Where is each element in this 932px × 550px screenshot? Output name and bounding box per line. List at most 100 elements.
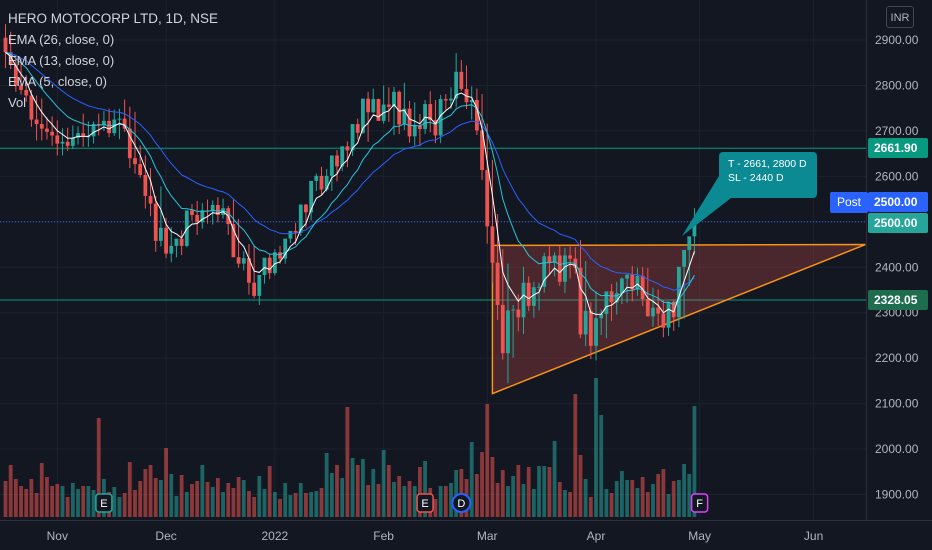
volume-bar xyxy=(324,453,329,517)
candle-body xyxy=(314,175,319,181)
volume-bar xyxy=(19,486,23,517)
legend-ema-5[interactable]: EMA (5, close, 0) xyxy=(8,74,107,89)
price-tick-label: 2900.00 xyxy=(875,33,919,47)
volume-bar xyxy=(143,469,148,517)
candle-body xyxy=(371,99,376,113)
volume-bar xyxy=(319,488,324,517)
volume-bar xyxy=(39,463,44,517)
legend-volume[interactable]: Vol xyxy=(8,95,27,110)
volume-bar xyxy=(423,461,427,517)
candle-body xyxy=(107,120,111,134)
time-tick-label: 2022 xyxy=(262,529,289,543)
volume-bar xyxy=(443,486,448,517)
candle-body xyxy=(506,310,510,354)
candle-body xyxy=(267,257,272,274)
volume-bar xyxy=(599,415,604,517)
volume-bar xyxy=(568,492,573,517)
event-marker-earnings[interactable]: E xyxy=(416,493,434,513)
event-marker-split[interactable]: F xyxy=(690,493,709,513)
price-axis[interactable]: 2900.002800.002700.002600.002500.002400.… xyxy=(866,0,919,520)
time-tick-label: Apr xyxy=(587,529,606,543)
candle-body xyxy=(635,275,640,290)
volume-bar xyxy=(563,490,567,517)
candle-body xyxy=(526,282,531,306)
volume-bar xyxy=(531,489,536,517)
volume-bar xyxy=(635,488,640,517)
candle-body xyxy=(418,125,422,130)
volume-bar xyxy=(127,462,132,517)
volume-bar xyxy=(195,481,200,517)
volume-bar xyxy=(666,494,671,517)
volume-bar xyxy=(283,483,288,517)
volume-bar xyxy=(133,490,137,517)
volume-bar xyxy=(153,478,158,517)
volume-bar xyxy=(174,496,179,517)
legend-ema-26[interactable]: EMA (26, close, 0) xyxy=(8,32,115,47)
volume-bar xyxy=(262,489,267,517)
volume-bar xyxy=(314,491,319,517)
candle-body xyxy=(438,99,443,136)
volume-bar xyxy=(293,493,298,517)
event-marker-dividend[interactable]: D xyxy=(451,493,472,513)
volume-bar xyxy=(386,465,391,517)
candle-body xyxy=(231,224,236,258)
post-badge[interactable]: Post xyxy=(830,192,869,213)
event-marker-box xyxy=(95,493,113,513)
volume-bar xyxy=(620,471,624,517)
volume-bar xyxy=(29,479,34,517)
volume-bar xyxy=(226,483,231,517)
candle-body xyxy=(164,227,168,254)
candle-body xyxy=(651,307,655,317)
candlesticks[interactable] xyxy=(3,24,697,384)
volume-bar xyxy=(557,482,562,517)
candle-body xyxy=(117,118,122,120)
volume-bar xyxy=(335,465,339,517)
volume-bar xyxy=(91,490,96,517)
candle-body xyxy=(298,204,303,233)
volume-bar xyxy=(640,477,645,517)
volume-bar xyxy=(200,465,205,517)
volume-bar xyxy=(474,474,479,517)
volume-bar xyxy=(469,442,474,517)
candle-body xyxy=(200,210,205,223)
candle-body xyxy=(257,274,262,296)
time-axis[interactable]: Nov Dec 2022 Feb Mar Apr May Jun xyxy=(0,520,932,544)
legend-ema-13[interactable]: EMA (13, close, 0) xyxy=(8,53,115,68)
ema-5-line xyxy=(5,51,695,315)
candle-body xyxy=(454,71,459,99)
symbol-title[interactable]: HERO MOTOCORP LTD, 1D, NSE xyxy=(8,11,219,26)
volume-bar xyxy=(13,479,18,517)
volume-bar xyxy=(376,484,381,517)
candle-body xyxy=(355,124,360,133)
event-marker-label: D xyxy=(457,498,465,510)
volume-bar xyxy=(677,480,681,517)
volume-bar xyxy=(278,499,282,517)
candle-body xyxy=(485,169,490,227)
candle-body xyxy=(552,255,557,263)
candle-body xyxy=(604,291,609,315)
volume-bar xyxy=(438,486,443,517)
candle-body xyxy=(272,252,277,274)
candle-body xyxy=(195,214,200,223)
volume-bar xyxy=(687,474,692,517)
candle-body xyxy=(319,175,324,190)
event-marker-earnings[interactable]: E xyxy=(95,493,113,513)
volume-bar xyxy=(148,465,153,517)
trade-note[interactable]: T - 2661, 2800 D SL - 2440 D xyxy=(719,152,817,198)
note-pointer xyxy=(682,176,731,236)
volume-bar xyxy=(117,497,122,517)
candle-body xyxy=(397,91,402,125)
candle-body xyxy=(335,155,339,167)
volume-bar xyxy=(485,404,490,517)
candle-body xyxy=(324,175,329,190)
volume-bar xyxy=(682,464,686,517)
volume-bar xyxy=(495,483,500,517)
candle-body xyxy=(547,256,552,263)
volume-bar xyxy=(215,478,220,517)
time-tick-label: Feb xyxy=(373,529,394,543)
candle-body xyxy=(402,108,407,125)
currency-button[interactable]: INR xyxy=(886,6,914,28)
candle-body xyxy=(3,37,8,53)
